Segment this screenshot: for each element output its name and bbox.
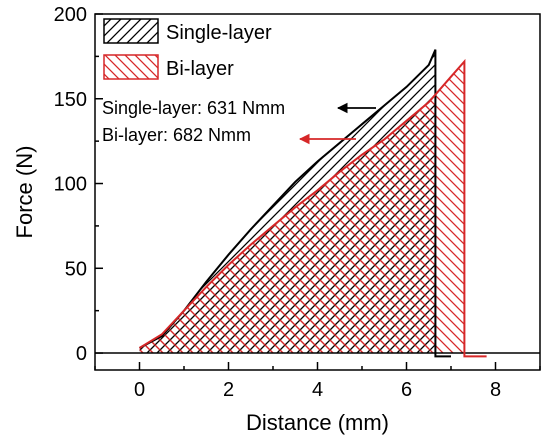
legend-swatch-bi-layer	[103, 54, 159, 80]
x-tick-label: 8	[490, 379, 501, 401]
legend: Single-layer Bi-layer	[103, 18, 272, 80]
legend-label-bi-layer: Bi-layer	[166, 58, 234, 80]
x-tick-label: 6	[401, 379, 412, 401]
overlap-area	[139, 102, 429, 353]
legend-swatch-single-layer	[103, 18, 159, 44]
y-tick-label: 200	[54, 4, 87, 26]
x-tick-label: 0	[134, 379, 145, 401]
y-axis-title: Force (N)	[12, 146, 37, 239]
bi-layer-line	[138, 58, 487, 358]
x-tick-label: 2	[223, 379, 234, 401]
legend-label-single-layer: Single-layer	[166, 22, 272, 44]
y-tick-label: 100	[54, 174, 87, 196]
x-axis-title: Distance (mm)	[246, 410, 389, 435]
x-tick-label: 4	[312, 379, 323, 401]
y-tick-label: 150	[54, 89, 87, 111]
y-tick-label: 50	[65, 258, 87, 280]
single-layer-line	[139, 49, 451, 358]
y-tick-label: 0	[76, 343, 87, 365]
annotation-bi-layer: Bi-layer: 682 Nmm	[102, 125, 251, 145]
annotation-single-layer: Single-layer: 631 Nmm	[102, 98, 285, 118]
